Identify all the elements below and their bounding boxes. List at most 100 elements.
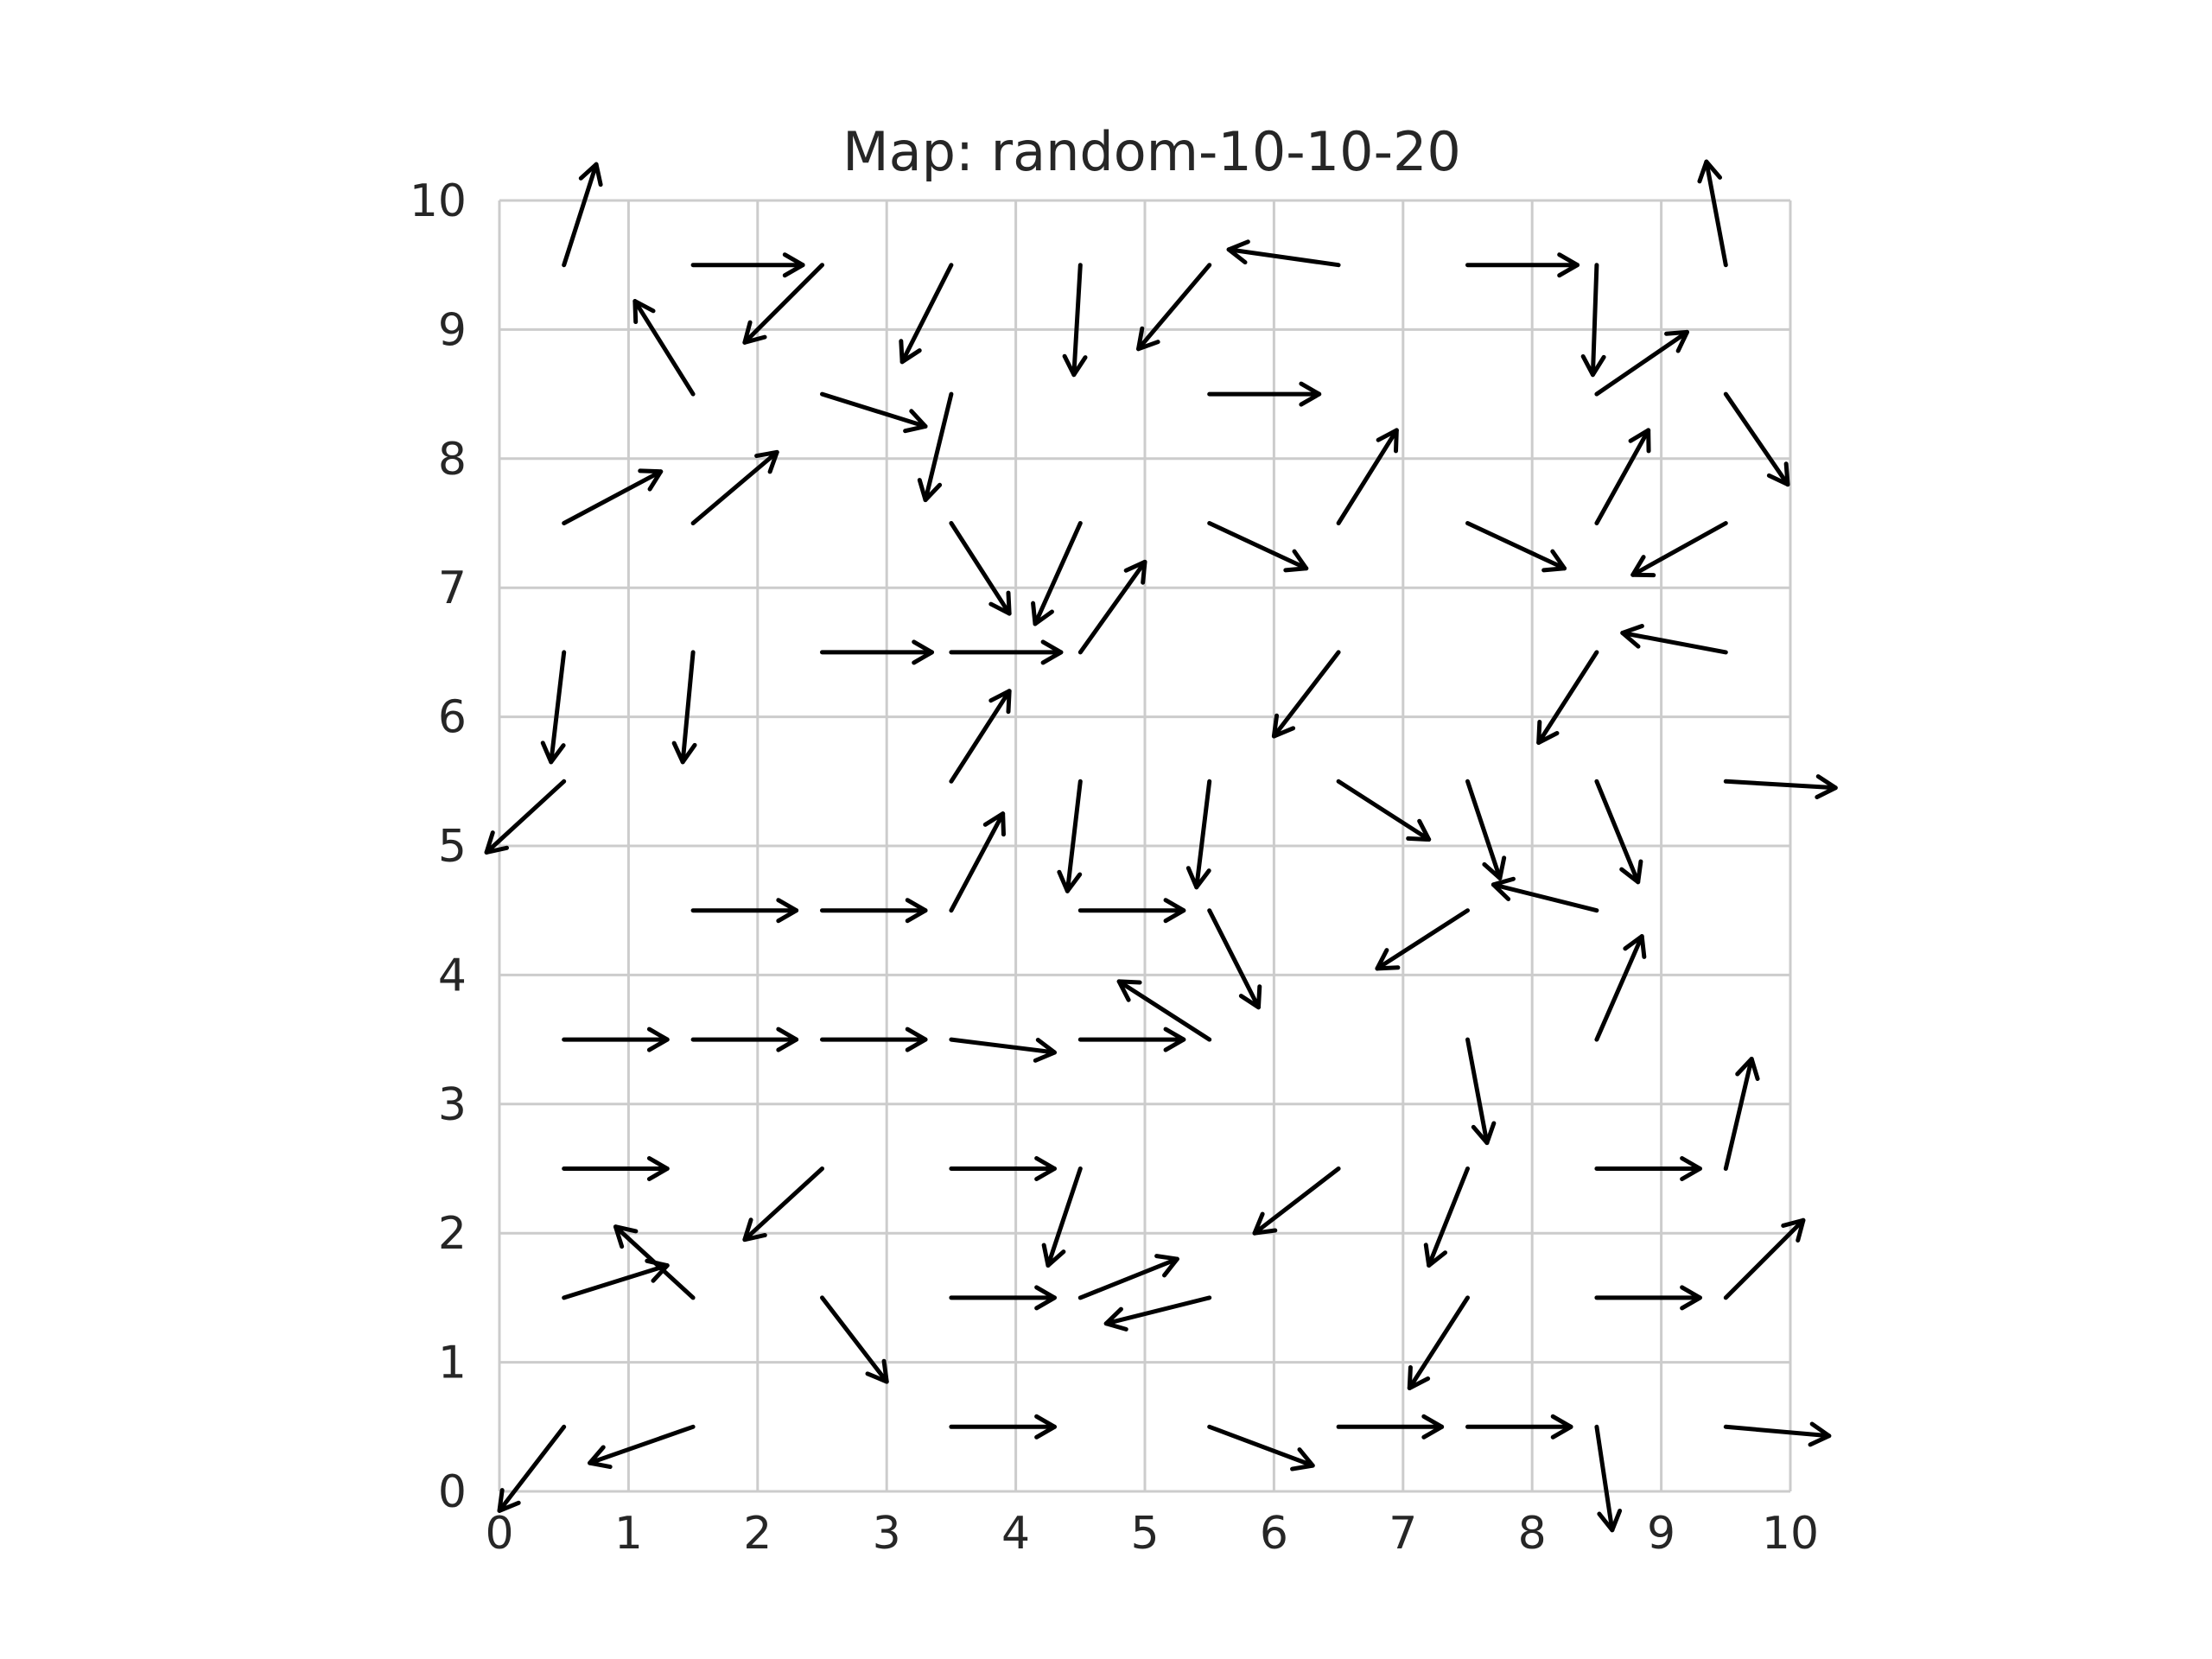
vector-arrow xyxy=(1031,521,1083,626)
vector-arrow xyxy=(1062,263,1088,378)
arrow-head xyxy=(1680,1285,1702,1311)
arrow-shaft xyxy=(1194,779,1212,890)
arrow-head xyxy=(1491,876,1516,902)
vector-arrow xyxy=(1723,1217,1806,1300)
arrow-head xyxy=(1471,1121,1497,1146)
vector-arrow xyxy=(1077,559,1147,655)
vector-arrow xyxy=(562,1156,670,1181)
y-tick-label: 1 xyxy=(438,1338,467,1389)
vector-arrow xyxy=(1697,159,1728,268)
arrow-head xyxy=(776,1027,799,1052)
arrow-head xyxy=(1808,1421,1832,1447)
vector-arrow xyxy=(1207,908,1262,1010)
arrow-shaft xyxy=(1594,1424,1615,1533)
arrow-shaft xyxy=(1336,428,1399,525)
vector-arrow xyxy=(1207,521,1309,573)
arrow-shaft xyxy=(1723,779,1838,791)
arrow-head xyxy=(1116,979,1142,1002)
vector-arrow xyxy=(742,1166,824,1243)
arrow-head xyxy=(646,1027,670,1052)
arrow-shaft xyxy=(949,811,1006,913)
y-tick-label: 2 xyxy=(438,1208,467,1260)
x-tick-label: 0 xyxy=(485,1508,513,1560)
vector-arrow xyxy=(949,1156,1057,1181)
arrow-shaft xyxy=(1590,263,1599,378)
arrow-shaft xyxy=(1536,650,1599,745)
vector-arrow xyxy=(690,449,779,525)
arrow-head xyxy=(1034,1156,1057,1181)
vector-arrow xyxy=(949,1285,1057,1311)
vector-arrow xyxy=(949,521,1012,616)
arrow-shaft xyxy=(1252,1166,1341,1236)
vector-arrow xyxy=(632,299,696,397)
vector-arrow xyxy=(1630,521,1728,578)
arrow-shaft xyxy=(1046,1166,1083,1268)
arrow-shaft xyxy=(562,1263,670,1300)
arrow-shaft xyxy=(549,650,567,765)
y-tick-label: 6 xyxy=(438,692,467,744)
vector-arrow xyxy=(1465,1414,1573,1440)
arrow-shaft xyxy=(1271,650,1341,739)
vector-arrow xyxy=(484,779,567,855)
arrow-shaft xyxy=(1116,979,1212,1042)
arrow-head xyxy=(776,898,799,924)
arrow-shaft xyxy=(1207,1424,1315,1468)
arrow-shaft xyxy=(1407,1295,1470,1390)
arrow-shaft xyxy=(1103,1295,1212,1326)
y-tick-label: 10 xyxy=(410,175,467,227)
arrow-head xyxy=(1597,1508,1623,1533)
arrow-head xyxy=(1580,353,1606,378)
arrow-head xyxy=(1680,1156,1702,1181)
arrow-head xyxy=(632,299,656,325)
arrow-head xyxy=(1041,1243,1066,1268)
arrow-head xyxy=(988,689,1012,715)
x-tick-label: 5 xyxy=(1130,1508,1159,1560)
arrow-head xyxy=(646,1156,670,1181)
vector-arrow xyxy=(1580,263,1606,378)
arrow-shaft xyxy=(1427,1166,1470,1268)
arrow-head xyxy=(1623,934,1647,959)
arrow-shaft xyxy=(1465,521,1567,571)
vector-arrow xyxy=(1116,979,1212,1042)
arrow-head xyxy=(1697,159,1723,184)
vector-arrow xyxy=(1185,779,1212,890)
x-tick-label: 6 xyxy=(1260,1508,1288,1560)
arrow-head xyxy=(1407,1365,1431,1390)
vector-arrow xyxy=(1226,239,1341,268)
arrow-shaft xyxy=(1033,521,1083,626)
grid xyxy=(498,199,1792,1493)
arrow-shaft xyxy=(1723,1424,1832,1439)
arrow-shaft xyxy=(588,1424,696,1465)
vector-arrow xyxy=(1620,624,1728,655)
arrow-head xyxy=(1406,818,1432,842)
arrow-head xyxy=(742,1217,767,1243)
y-tick-label: 4 xyxy=(438,950,467,1001)
arrow-head xyxy=(1163,898,1186,924)
arrow-shaft xyxy=(613,1224,696,1300)
arrow-shaft xyxy=(562,162,599,268)
vector-arrow xyxy=(1723,774,1838,800)
y-tick-label: 3 xyxy=(438,1079,467,1131)
vector-arrow xyxy=(1207,1424,1315,1471)
arrow-head xyxy=(1252,1211,1278,1236)
arrow-shaft xyxy=(1594,428,1651,525)
vector-arrow xyxy=(1465,779,1507,880)
vector-arrow xyxy=(1594,1424,1623,1533)
vector-arrow xyxy=(671,650,697,765)
arrow-shaft xyxy=(1077,1256,1179,1300)
arrow-head xyxy=(1154,1254,1179,1278)
arrow-head xyxy=(905,898,928,924)
vector-arrow xyxy=(1594,779,1643,885)
vector-arrow xyxy=(1077,1027,1186,1052)
arrow-shaft xyxy=(949,689,1012,784)
arrow-head xyxy=(1185,866,1211,890)
arrow-shaft xyxy=(484,779,567,855)
arrow-shaft xyxy=(1620,630,1728,655)
arrow-head xyxy=(1057,869,1083,893)
vector-arrow xyxy=(562,1258,670,1300)
vector-arrow xyxy=(1407,1295,1470,1390)
arrow-shaft xyxy=(1491,882,1599,913)
vector-arrow xyxy=(1336,1414,1445,1440)
arrow-head xyxy=(1766,461,1790,487)
arrow-shaft xyxy=(1594,934,1644,1042)
